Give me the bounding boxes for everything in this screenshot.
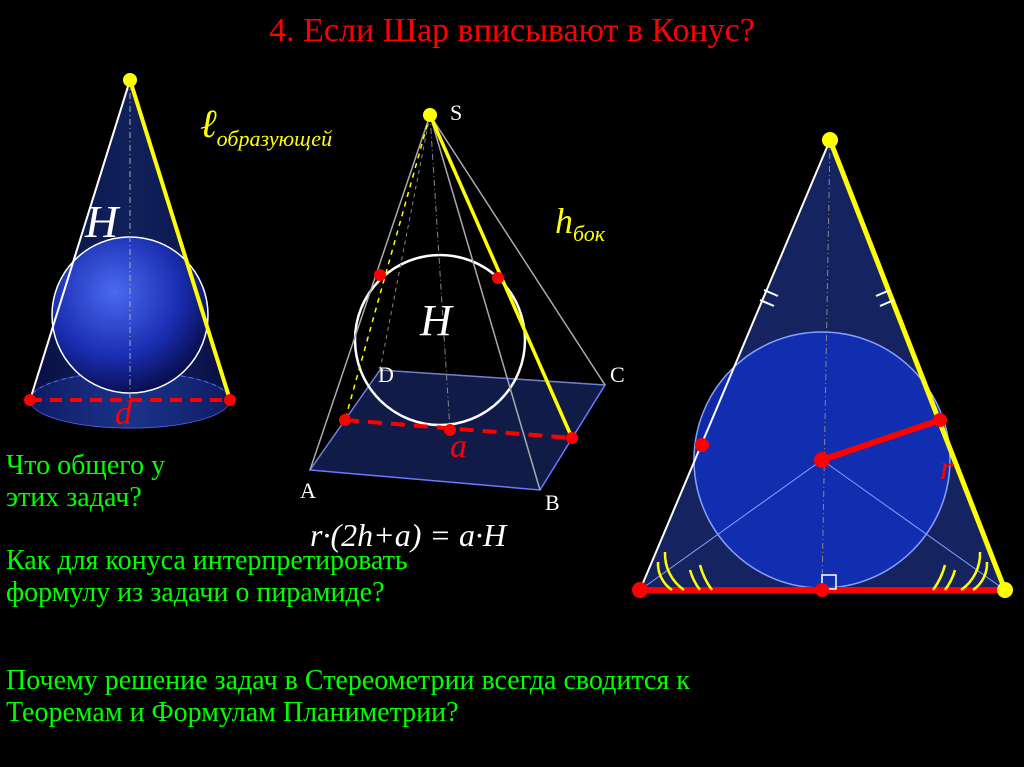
label-hbok: hбок [555,200,605,247]
label-d: d [115,395,132,433]
label-C: C [610,362,625,388]
label-H1: H [85,195,118,248]
label-A: A [300,478,316,504]
question-1: Что общего у этих задач? [6,450,165,514]
formula: r·(2h+a) = a·H [310,517,506,554]
label-r: r [940,450,953,488]
label-S: S [450,100,462,126]
label-D: D [378,362,394,388]
question-2: Как для конуса интерпретировать формулу … [6,545,408,609]
diagram-triangle [0,0,1024,767]
label-l-obr: ℓобразующей [200,100,332,152]
label-B: B [545,490,560,516]
label-a: a [450,428,467,466]
question-3: Почему решение задач в Стереометрии всег… [6,665,690,729]
label-H2: H [420,295,452,346]
